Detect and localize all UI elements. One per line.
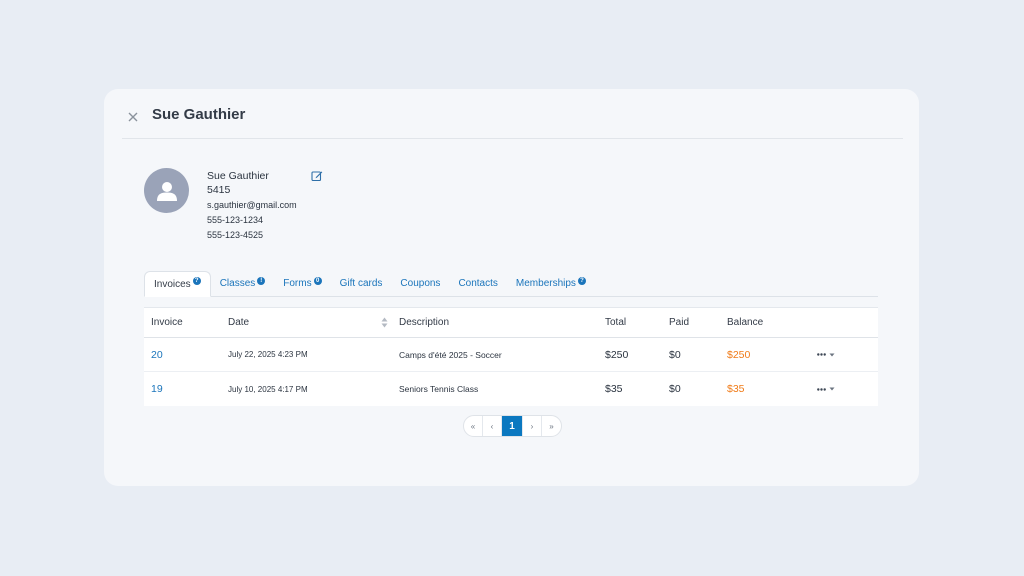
column-header-total[interactable]: Total bbox=[605, 317, 627, 328]
column-header-paid[interactable]: Paid bbox=[669, 317, 690, 328]
user-icon bbox=[156, 181, 177, 201]
tab-label: Invoices bbox=[154, 278, 191, 290]
invoice-balance: $35 bbox=[727, 383, 745, 395]
invoice-date: July 22, 2025 4:23 PM bbox=[228, 350, 308, 359]
invoice-balance: $250 bbox=[727, 348, 751, 361]
page-title: Sue Gauthier bbox=[152, 106, 246, 123]
invoice-total: $35 bbox=[605, 383, 623, 395]
more-icon bbox=[817, 353, 826, 356]
chevron-down-icon bbox=[829, 387, 835, 391]
tab-label: Contacts bbox=[458, 278, 498, 289]
edit-icon[interactable] bbox=[311, 170, 323, 182]
tab-label: Classes bbox=[219, 278, 256, 289]
column-header-description[interactable]: Description bbox=[399, 317, 450, 328]
tab-classes[interactable]: Classes ! bbox=[211, 271, 275, 296]
tab-gift-cards[interactable]: Gift cards bbox=[331, 271, 392, 296]
avatar bbox=[144, 168, 189, 213]
invoice-link[interactable]: 19 bbox=[151, 383, 163, 395]
tab-label: Coupons bbox=[400, 278, 441, 289]
tab-badge: 0 bbox=[313, 276, 322, 285]
tab-label: Memberships bbox=[515, 278, 576, 289]
table-header-row: Invoice Date Description Total Paid Bala… bbox=[144, 308, 878, 338]
contact-email: s.gauthier@gmail.com bbox=[207, 200, 297, 210]
chevron-down-icon bbox=[829, 353, 835, 356]
panel-header: Sue Gauthier bbox=[122, 89, 903, 139]
invoice-total: $250 bbox=[605, 348, 629, 361]
contact-phone-primary: 555-123-1234 bbox=[207, 215, 264, 225]
row-actions-button[interactable] bbox=[817, 338, 835, 371]
close-icon[interactable] bbox=[126, 110, 140, 124]
tab-bar: Invoices ? Classes ! Forms 0 Gift cards … bbox=[144, 271, 878, 297]
column-header-balance[interactable]: Balance bbox=[727, 317, 764, 328]
page-last-button[interactable]: » bbox=[549, 421, 554, 431]
page-current-button[interactable]: 1 bbox=[502, 416, 523, 436]
sort-icon[interactable] bbox=[381, 308, 388, 337]
tab-badge: ! bbox=[257, 276, 266, 285]
column-header-invoice[interactable]: Invoice bbox=[151, 317, 183, 328]
contact-id: 5415 bbox=[207, 184, 231, 196]
invoice-description: Seniors Tennis Class bbox=[399, 384, 479, 394]
tab-badge: ? bbox=[577, 276, 586, 285]
page-prev-button[interactable]: ‹ bbox=[483, 416, 502, 436]
table-row: 19 July 10, 2025 4:17 PM Seniors Tennis … bbox=[144, 372, 878, 406]
invoices-table: Invoice Date Description Total Paid Bala… bbox=[144, 307, 878, 406]
tab-memberships[interactable]: Memberships ? bbox=[507, 271, 595, 296]
column-header-date[interactable]: Date bbox=[228, 317, 250, 328]
more-icon bbox=[817, 387, 826, 391]
tab-badge: ? bbox=[192, 277, 201, 285]
invoice-link[interactable]: 20 bbox=[151, 348, 163, 361]
pagination: « ‹ 1 › » bbox=[463, 415, 562, 437]
invoice-description: Camps d'été 2025 - Soccer bbox=[399, 349, 502, 360]
tab-label: Forms bbox=[283, 278, 312, 289]
tab-forms[interactable]: Forms 0 bbox=[274, 271, 330, 296]
contact-name: Sue Gauthier bbox=[207, 170, 269, 182]
tab-label: Gift cards bbox=[339, 278, 383, 289]
row-actions-button[interactable] bbox=[817, 372, 835, 406]
contact-phone-secondary: 555-123-4525 bbox=[207, 230, 264, 240]
page-first-button[interactable]: « bbox=[464, 416, 483, 436]
invoice-paid: $0 bbox=[669, 348, 681, 361]
tab-invoices[interactable]: Invoices ? bbox=[144, 271, 211, 297]
tab-contacts[interactable]: Contacts bbox=[449, 271, 506, 296]
tab-coupons[interactable]: Coupons bbox=[391, 271, 449, 296]
customer-panel: Sue Gauthier Sue Gauthier 5415 s.gauthie… bbox=[104, 89, 919, 486]
page-next-button[interactable]: › bbox=[523, 416, 542, 436]
invoice-date: July 10, 2025 4:17 PM bbox=[228, 384, 308, 394]
invoice-paid: $0 bbox=[669, 383, 681, 395]
contact-info: Sue Gauthier 5415 s.gauthier@gmail.com 5… bbox=[207, 169, 297, 243]
table-row: 20 July 22, 2025 4:23 PM Camps d'été 202… bbox=[144, 338, 878, 372]
